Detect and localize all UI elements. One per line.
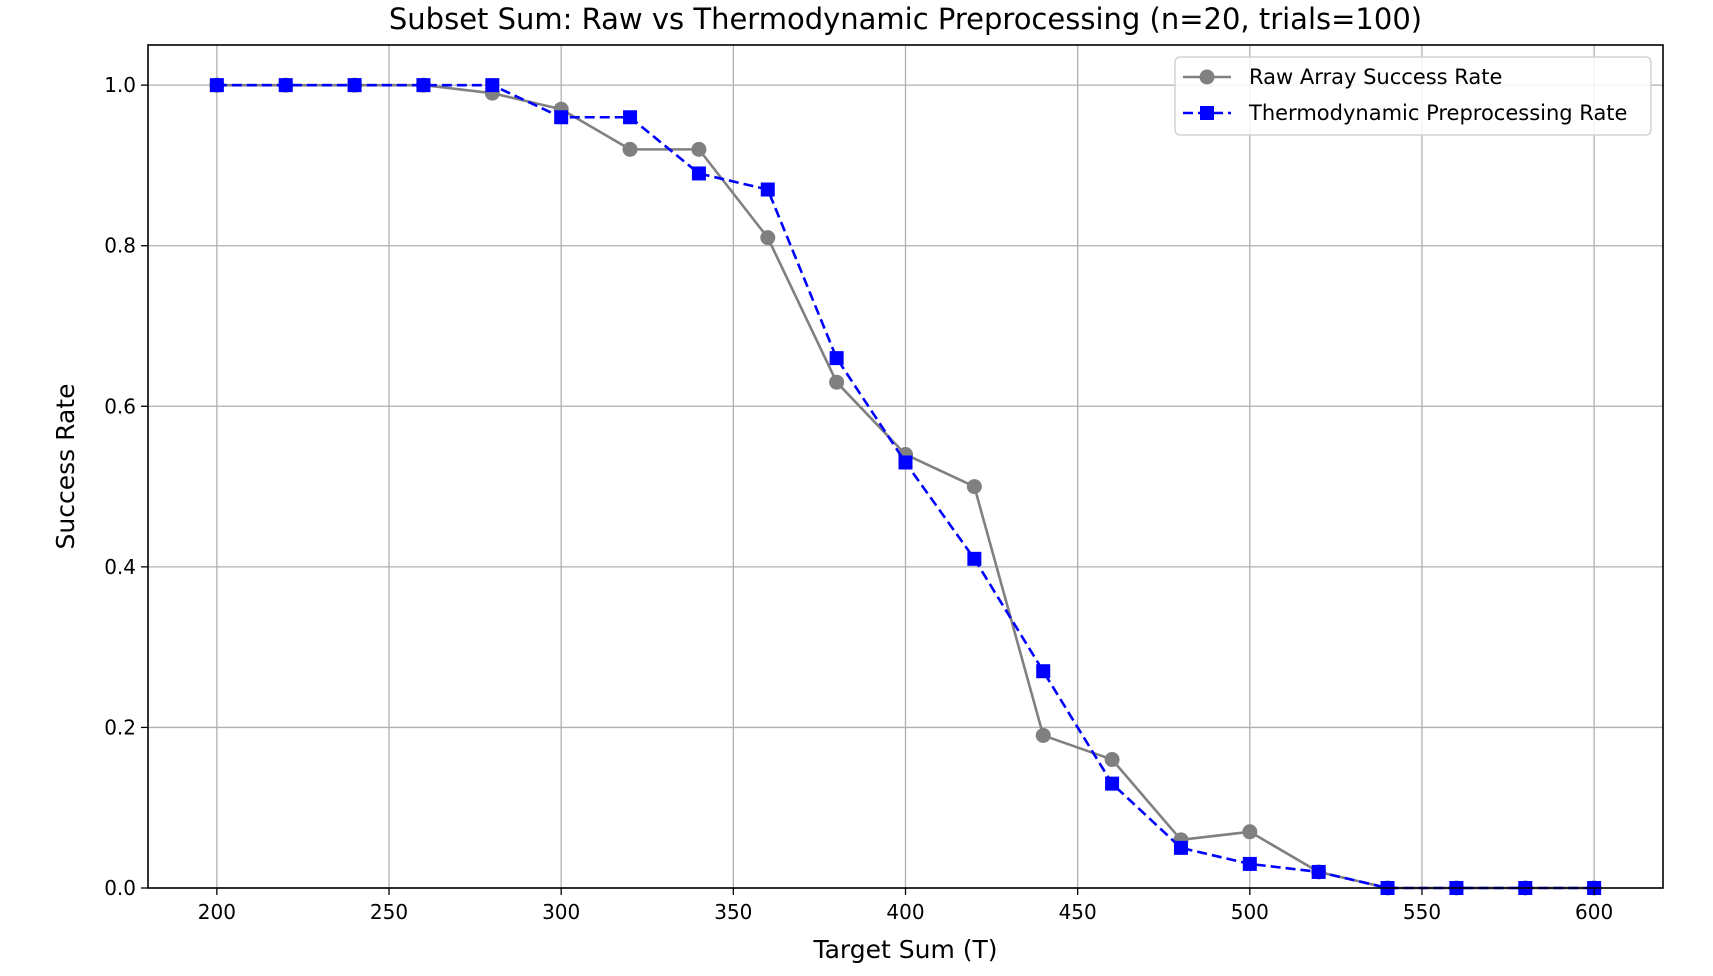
data-point [760, 182, 775, 197]
data-point [966, 479, 982, 495]
axis-ticks: 200 250 300 350 400 450 500 550 600 0.0 0.2 0.4 0.6 0… [104, 73, 1613, 924]
data-point [347, 78, 362, 93]
x-tick-label: 550 [1403, 900, 1441, 924]
data-point [1242, 824, 1258, 840]
data-point [760, 230, 776, 246]
data-point [829, 374, 845, 390]
legend-entry: Thermodynamic Preprocessing Rate [1183, 101, 1627, 125]
data-point [1104, 752, 1120, 768]
x-tick-label: 400 [886, 900, 924, 924]
legend: Raw Array Success Rate Thermodynamic Prep… [1174, 56, 1652, 136]
data-point [829, 351, 844, 366]
data-point [209, 78, 224, 93]
y-axis-label: Success Rate [51, 384, 80, 550]
data-point [1105, 776, 1120, 791]
legend-box [1174, 56, 1652, 136]
data-point [691, 141, 707, 157]
data-point [622, 141, 638, 157]
legend-label: Raw Array Success Rate [1249, 65, 1502, 89]
data-point [1035, 727, 1051, 743]
x-tick-label: 350 [714, 900, 752, 924]
x-tick-label: 600 [1575, 900, 1613, 924]
data-point [623, 110, 638, 125]
series-layer [209, 77, 1602, 896]
legend-label: Thermodynamic Preprocessing Rate [1248, 101, 1627, 125]
x-tick-label: 250 [370, 900, 408, 924]
data-point [1173, 840, 1188, 855]
data-point [278, 78, 293, 93]
legend-marker [1199, 69, 1215, 85]
data-point [691, 166, 706, 181]
x-axis-label: Target Sum (T) [812, 935, 997, 964]
y-tick-label: 0.4 [104, 555, 136, 579]
chart-title: Subset Sum: Raw vs Thermodynamic Preproc… [389, 2, 1422, 36]
y-tick-label: 0.8 [104, 234, 136, 258]
y-tick-label: 0.2 [104, 715, 136, 739]
x-tick-label: 500 [1231, 900, 1269, 924]
data-point [1311, 864, 1326, 879]
x-tick-label: 300 [542, 900, 580, 924]
series-thermodynamic [209, 78, 1602, 895]
y-tick-label: 0.6 [104, 394, 136, 418]
x-tick-label: 450 [1059, 900, 1097, 924]
legend-marker [1200, 106, 1214, 120]
data-point [1242, 856, 1257, 871]
x-tick-label: 200 [198, 900, 236, 924]
y-tick-label: 0.0 [104, 876, 136, 900]
data-point [1036, 664, 1051, 679]
data-point [485, 78, 500, 93]
y-tick-label: 1.0 [104, 73, 136, 97]
data-point [967, 551, 982, 566]
data-point [898, 455, 913, 470]
data-point [554, 110, 569, 125]
legend-entry: Raw Array Success Rate [1183, 65, 1502, 89]
data-point [416, 78, 431, 93]
